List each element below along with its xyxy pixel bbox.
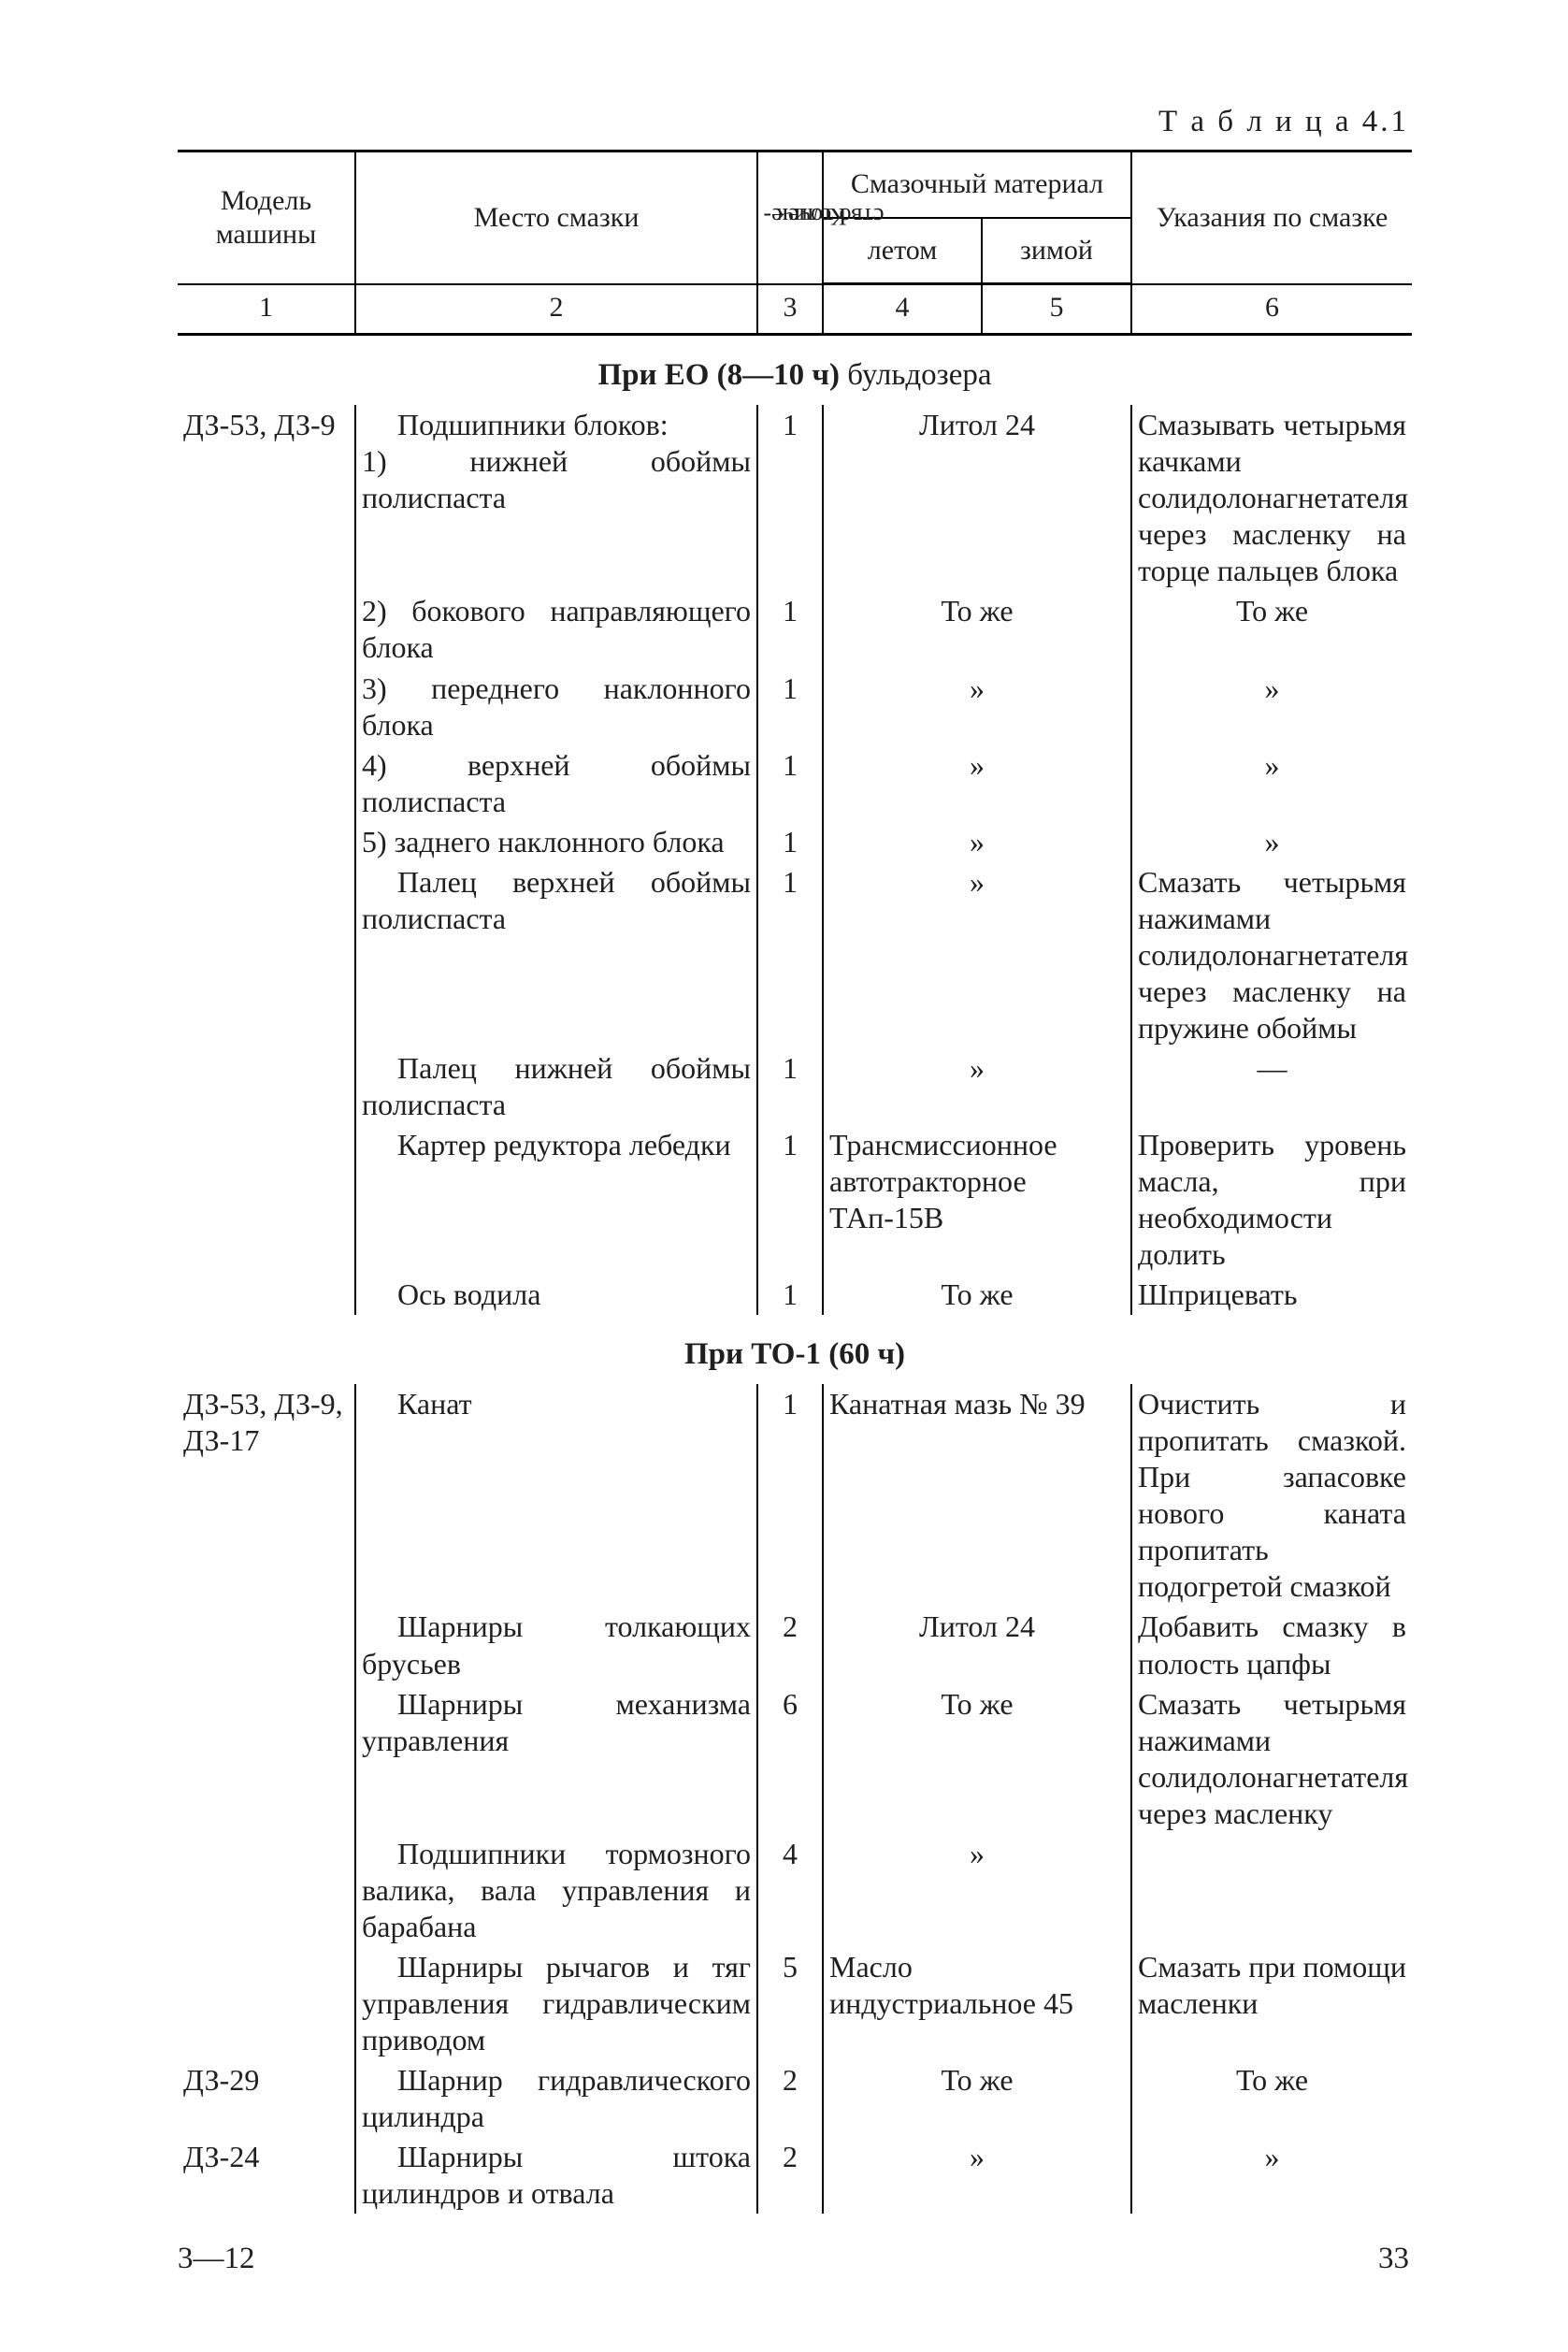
qty-cell: 2 — [757, 1607, 823, 1683]
qty-cell: 5 — [757, 1947, 823, 2060]
model-cell: ДЗ-29 — [178, 2060, 355, 2137]
place-cell: Шарниры рычагов и тяг управления гидравл… — [355, 1947, 757, 2060]
qty-cell: 1 — [757, 1275, 823, 1315]
col-num: 4 — [823, 284, 982, 335]
place-cell: Палец нижней обоймы полиспаста — [355, 1048, 757, 1125]
place-cell: 4) верхней обоймы полиспаста — [355, 745, 757, 822]
place-cell: Шарниры механизма управления — [355, 1684, 757, 1834]
col-header-qty: Количе-ство точек — [757, 152, 823, 284]
note-cell: То же — [1131, 591, 1412, 668]
note-cell: Смазать при помощи масленки — [1131, 1947, 1412, 2060]
col-num: 1 — [178, 284, 355, 335]
note-cell: Шприцевать — [1131, 1275, 1412, 1315]
qty-cell: 2 — [757, 2060, 823, 2137]
material-cell: Литол 24 — [823, 1607, 1131, 1683]
note-cell: » — [1131, 745, 1412, 822]
note-cell: Проверить уровень масла, при необходимос… — [1131, 1125, 1412, 1275]
qty-cell: 1 — [757, 1125, 823, 1275]
material-cell: То же — [823, 1684, 1131, 1834]
material-cell: Литол 24 — [823, 405, 1131, 591]
col-num: 3 — [757, 284, 823, 335]
signature-mark: 3—12 — [178, 2240, 255, 2277]
col-header-model: Модель машины — [178, 152, 355, 284]
note-cell: Добавить смазку в полость цапфы — [1131, 1607, 1412, 1683]
place-cell: Палец верхней обоймы полиспаста — [355, 862, 757, 1048]
note-cell: » — [1131, 669, 1412, 745]
place-cell: Шарнир гидравлического цилиндра — [355, 2060, 757, 2137]
material-cell: Трансмиссионное автотракторное ТАп-15В — [823, 1125, 1131, 1275]
material-cell: То же — [823, 1275, 1131, 1315]
material-cell: То же — [823, 591, 1131, 668]
material-cell: Канатная мазь № 39 — [823, 1384, 1131, 1607]
qty-cell: 1 — [757, 405, 823, 591]
material-cell: » — [823, 669, 1131, 745]
qty-cell: 1 — [757, 822, 823, 862]
place-cell: Ось водила — [355, 1275, 757, 1315]
col-header-winter: зимой — [982, 218, 1131, 284]
col-num: 5 — [982, 284, 1131, 335]
qty-cell: 4 — [757, 1834, 823, 1947]
note-cell: » — [1131, 2137, 1412, 2214]
material-cell: » — [823, 745, 1131, 822]
place-cell: 3) переднего наклонного блока — [355, 669, 757, 745]
material-cell: » — [823, 822, 1131, 862]
col-header-place: Место смазки — [355, 152, 757, 284]
material-cell: » — [823, 1834, 1131, 1947]
place-cell: 5) заднего наклонного блока — [355, 822, 757, 862]
note-cell: Смазать четырьмя нажимами солидолонагнет… — [1131, 1684, 1412, 1834]
col-header-note: Указания по смазке — [1131, 152, 1412, 284]
qty-cell: 1 — [757, 1048, 823, 1125]
note-cell: » — [1131, 822, 1412, 862]
model-cell: ДЗ-53, ДЗ-9 — [178, 405, 355, 1315]
note-cell: Смазывать четырьмя качками солидолонагне… — [1131, 405, 1412, 591]
qty-cell: 1 — [757, 745, 823, 822]
note-cell: — — [1131, 1048, 1412, 1125]
col-num: 6 — [1131, 284, 1412, 335]
note-cell: То же — [1131, 2060, 1412, 2137]
qty-cell: 1 — [757, 669, 823, 745]
model-cell: ДЗ-53, ДЗ-9, ДЗ-17 — [178, 1384, 355, 2060]
section-title-eo: При ЕО (8—10 ч) бульдозера — [178, 335, 1412, 406]
place-cell: Картер редуктора лебедки — [355, 1125, 757, 1275]
page-number: 33 — [1378, 2240, 1409, 2277]
lubrication-table: Модель машины Место смазки Количе-ство т… — [178, 150, 1412, 2214]
note-cell: Очистить и пропитать смазкой. При запасо… — [1131, 1384, 1412, 1607]
material-cell: То же — [823, 2060, 1131, 2137]
model-cell: ДЗ-24 — [178, 2137, 355, 2214]
material-cell: » — [823, 1048, 1131, 1125]
qty-cell: 6 — [757, 1684, 823, 1834]
note-cell: Смазать четырьмя нажимами солидолонагнет… — [1131, 862, 1412, 1048]
place-cell: Шарниры штока цилиндров и отвала — [355, 2137, 757, 2214]
place-cell: Подшипники блоков: 1) нижней обоймы поли… — [355, 405, 757, 591]
place-cell: Подшипники тормозного валика, вала управ… — [355, 1834, 757, 1947]
note-cell — [1131, 1834, 1412, 1947]
section-title-to1: При ТО-1 (60 ч) — [178, 1315, 1412, 1384]
table-caption: Т а б л и ц а 4.1 — [178, 103, 1409, 140]
col-num: 2 — [355, 284, 757, 335]
material-cell: Масло индустриальное 45 — [823, 1947, 1131, 2060]
place-cell: Канат — [355, 1384, 757, 1607]
place-cell: Шарниры толкающих брусьев — [355, 1607, 757, 1683]
material-cell: » — [823, 2137, 1131, 2214]
qty-cell: 2 — [757, 2137, 823, 2214]
qty-cell: 1 — [757, 591, 823, 668]
place-cell: 2) бокового направляющего блока — [355, 591, 757, 668]
qty-cell: 1 — [757, 862, 823, 1048]
qty-cell: 1 — [757, 1384, 823, 1607]
material-cell: » — [823, 862, 1131, 1048]
